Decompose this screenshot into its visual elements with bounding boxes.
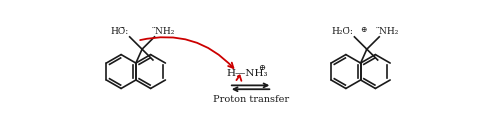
FancyArrowPatch shape	[237, 76, 242, 81]
Text: ̈NH₂: ̈NH₂	[155, 27, 175, 36]
Text: H₂Ö:: H₂Ö:	[332, 27, 354, 36]
Text: HÖ:: HÖ:	[111, 27, 129, 36]
Text: Proton transfer: Proton transfer	[213, 95, 289, 104]
Text: H—NH₃: H—NH₃	[227, 69, 268, 78]
Text: ⊕: ⊕	[258, 64, 265, 72]
Text: ⊕: ⊕	[361, 26, 367, 34]
Text: ̈NH₂: ̈NH₂	[380, 27, 399, 36]
FancyArrowPatch shape	[140, 37, 234, 68]
